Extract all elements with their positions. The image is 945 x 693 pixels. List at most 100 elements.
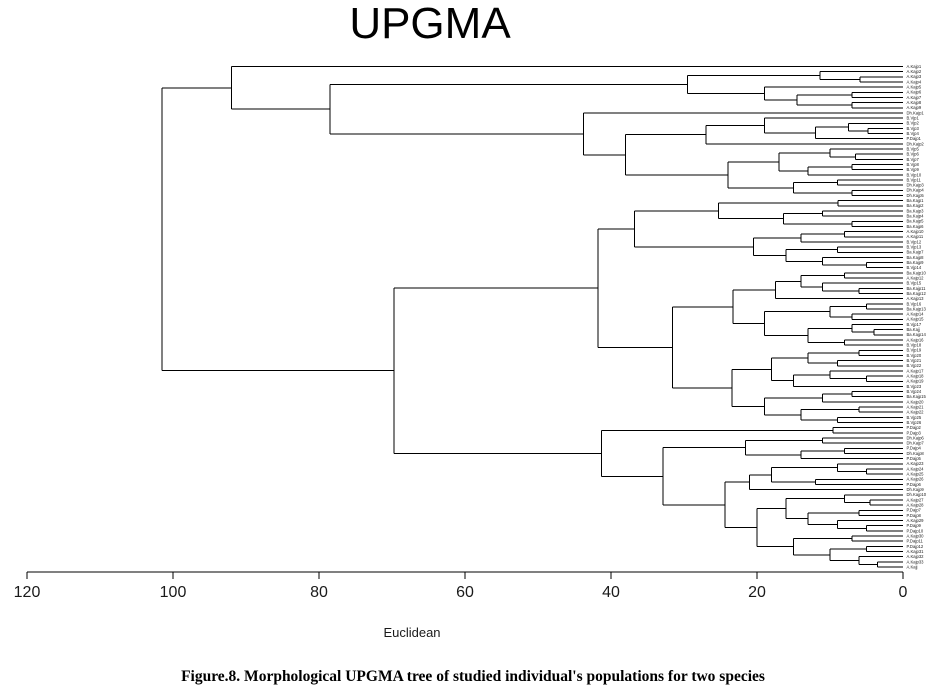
leaf-label: Ba.Kajp13 — [907, 306, 927, 311]
leaf-label: P.Dajp1 — [907, 136, 922, 141]
leaf-label: P.Dajp7 — [907, 508, 922, 513]
leaf-label: A.Kajp8 — [907, 100, 922, 105]
leaf-label: A.Kajp29 — [907, 518, 925, 523]
leaf-label: A.Kajp31 — [907, 549, 925, 554]
leaf-label: A.Kajp14 — [907, 312, 925, 317]
leaf-label: B.Vjp11 — [907, 177, 922, 182]
leaf-label: A.Kajp11 — [907, 234, 924, 239]
leaf-label: A.Kajp7 — [907, 95, 922, 100]
axis-tick-label: 120 — [14, 584, 41, 601]
axis-tick-label: 40 — [602, 584, 620, 601]
leaf-label: A.Kajp6 — [907, 90, 922, 95]
leaf-label: A.Kajp27 — [907, 497, 925, 502]
leaf-label: B.Vjp2 — [907, 121, 920, 126]
leaf-label: A.Kajp5 — [907, 85, 922, 90]
leaf-label: B.Vjp24 — [907, 389, 922, 394]
leaf-label: Dh.Kajp5 — [907, 193, 925, 198]
leaf-label: P.Dajp9 — [907, 523, 922, 528]
leaf-label: B.Vjp12 — [907, 239, 922, 244]
axis-title: Euclidean — [383, 625, 440, 640]
leaf-label: P.Dajp5 — [907, 456, 922, 461]
leaf-label: Ba.Kajp5 — [907, 219, 925, 224]
chart-title: UPGMA — [349, 0, 511, 48]
leaf-label: Ba.Kajp9 — [907, 260, 925, 265]
leaf-label: A.Kajp18 — [907, 374, 925, 379]
leaf-label: Dh.Kajp6 — [907, 435, 925, 440]
leaf-label: B.Vjp18 — [907, 343, 922, 348]
leaf-label: B.Vjp8 — [907, 162, 920, 167]
leaf-label: A.Kajp22 — [907, 410, 925, 415]
leaf-label: B.Vjp6 — [907, 152, 920, 157]
leaf-label: P.Dajp6 — [907, 482, 922, 487]
leaf-label: P.Dajp4 — [907, 446, 922, 451]
leaf-label: Dh.Kajp10 — [907, 492, 927, 497]
leaf-label: B.Vjp21 — [907, 358, 922, 363]
leaf-label: B.Vjp5 — [907, 146, 920, 151]
leaf-label: Ba.Kajp1 — [907, 198, 925, 203]
leaf-label: Dh.Kajp9 — [907, 487, 925, 492]
leaf-label: B.Vjp16 — [907, 301, 922, 306]
leaf-label: P.Dajp12 — [907, 544, 924, 549]
leaf-label: B.Vjp10 — [907, 172, 922, 177]
leaf-label: Ba.Kajp11 — [907, 286, 927, 291]
leaf-label: Ba.Kajp7 — [907, 250, 925, 255]
leaf-label: A.Kajp3 — [907, 74, 922, 79]
leaf-label: A.Kajp2 — [907, 69, 922, 74]
leaf-label: B.Vjp3 — [907, 126, 920, 131]
leaf-label: Ba.Kajp8 — [907, 255, 925, 260]
leaf-label: A.Kajp12 — [907, 275, 925, 280]
leaf-label: Ba.Kajj — [907, 327, 920, 332]
leaf-label: P.Dajp10 — [907, 528, 924, 533]
leaf-label: P.Dajp2 — [907, 425, 922, 430]
dendrogram-links — [161, 66, 903, 568]
leaf-label: Ba.Kajp6 — [907, 224, 925, 229]
leaf-label: Ba.Kajp2 — [907, 203, 925, 208]
leaf-label: B.Vjp9 — [907, 167, 920, 172]
leaf-label: Dh.Kajp4 — [907, 188, 925, 193]
leaf-label: Dh.Kajp2 — [907, 141, 925, 146]
leaf-label: A.Kajp9 — [907, 105, 922, 110]
leaf-label: A.Kajp4 — [907, 79, 922, 84]
leaf-label: B.Vjp20 — [907, 353, 922, 358]
leaf-label: B.Vjp22 — [907, 363, 922, 368]
axis-tick-label: 100 — [160, 584, 187, 601]
leaf-label: A.Kajp23 — [907, 461, 925, 466]
leaf-label: A.Kajp26 — [907, 477, 925, 482]
leaf-label: A.Kajp33 — [907, 559, 925, 564]
leaf-label: B.Vjp15 — [907, 281, 922, 286]
leaf-label-column: A.Kajp1A.Kajp2A.Kajp3A.Kajp4A.Kajp5A.Kaj… — [907, 64, 927, 570]
leaf-label: A.Kajp16 — [907, 337, 925, 342]
leaf-label: Ba.Kajp14 — [907, 332, 927, 337]
leaf-label: A.Kajp30 — [907, 533, 925, 538]
leaf-label: Ba.Kajp10 — [907, 270, 927, 275]
leaf-label: B.Vjp14 — [907, 265, 922, 270]
leaf-label: A.Kajp1 — [907, 64, 922, 69]
axis-tick-label: 60 — [456, 584, 474, 601]
leaf-label: Dh.Kajp1 — [907, 110, 925, 115]
leaf-label: Ba.Kajp4 — [907, 214, 925, 219]
leaf-label: A.Kajp20 — [907, 399, 925, 404]
axis-ticks: 120 100 80 60 40 20 0 — [14, 572, 908, 601]
leaf-label: A.Kajp32 — [907, 554, 925, 559]
leaf-label: A.Kajp28 — [907, 503, 925, 508]
dendrogram-link-path — [161, 66, 903, 568]
axis-tick-label: 80 — [310, 584, 328, 601]
leaf-label: Ba.Kajp15 — [907, 394, 927, 399]
leaf-label: Dh.Kajp3 — [907, 183, 925, 188]
leaf-label: P.Dajp3 — [907, 430, 922, 435]
figure-caption: Figure.8. Morphological UPGMA tree of st… — [181, 668, 765, 685]
leaf-label: A.Kajp17 — [907, 368, 925, 373]
leaf-label: A.Kajp10 — [907, 229, 925, 234]
leaf-label: B.Vjp17 — [907, 322, 922, 327]
leaf-label: B.Vjp19 — [907, 348, 922, 353]
leaf-label: A.Kajj — [907, 564, 918, 569]
leaf-label: B.Vjp25 — [907, 415, 922, 420]
leaf-label: B.Vjp23 — [907, 384, 922, 389]
leaf-label: A.Kajp25 — [907, 472, 925, 477]
leaf-label: Ba.Kajp12 — [907, 291, 927, 296]
leaf-label: A.Kajp24 — [907, 466, 925, 471]
leaf-label: Dh.Kajp7 — [907, 441, 925, 446]
leaf-label: A.Kajp13 — [907, 296, 925, 301]
